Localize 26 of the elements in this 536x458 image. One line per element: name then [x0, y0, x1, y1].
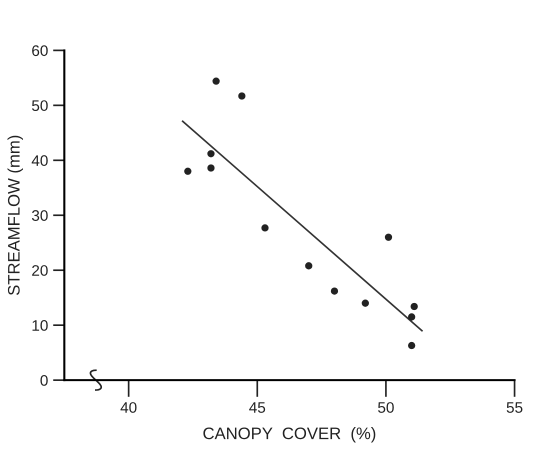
y-tick-label: 30	[32, 210, 48, 221]
point	[261, 224, 269, 232]
x-tick-label: 45	[249, 402, 266, 413]
point	[207, 164, 215, 172]
x-tick-label: 40	[120, 402, 137, 413]
point	[207, 150, 215, 158]
y-tick-label: 40	[32, 155, 48, 166]
y-axis-title: STREAMFLOW (mm)	[7, 136, 24, 296]
point	[212, 78, 220, 85]
point	[330, 287, 338, 295]
point	[410, 302, 418, 310]
point	[305, 262, 312, 270]
y-tick-label: 20	[32, 265, 48, 276]
point	[362, 300, 369, 307]
point	[238, 92, 246, 100]
x-tick-label: 55	[506, 402, 522, 413]
point	[408, 342, 416, 350]
y-tick-label: 10	[32, 320, 48, 331]
y-tick-label: 0	[40, 375, 48, 386]
x-axis-title: CANOPY COVER (%)	[203, 427, 376, 443]
y-tick-label: 50	[32, 100, 48, 112]
point	[408, 313, 416, 321]
point	[384, 234, 392, 241]
y-tick-label: 60	[32, 45, 48, 56]
point	[184, 168, 192, 175]
x-tick-label: 50	[378, 402, 394, 413]
